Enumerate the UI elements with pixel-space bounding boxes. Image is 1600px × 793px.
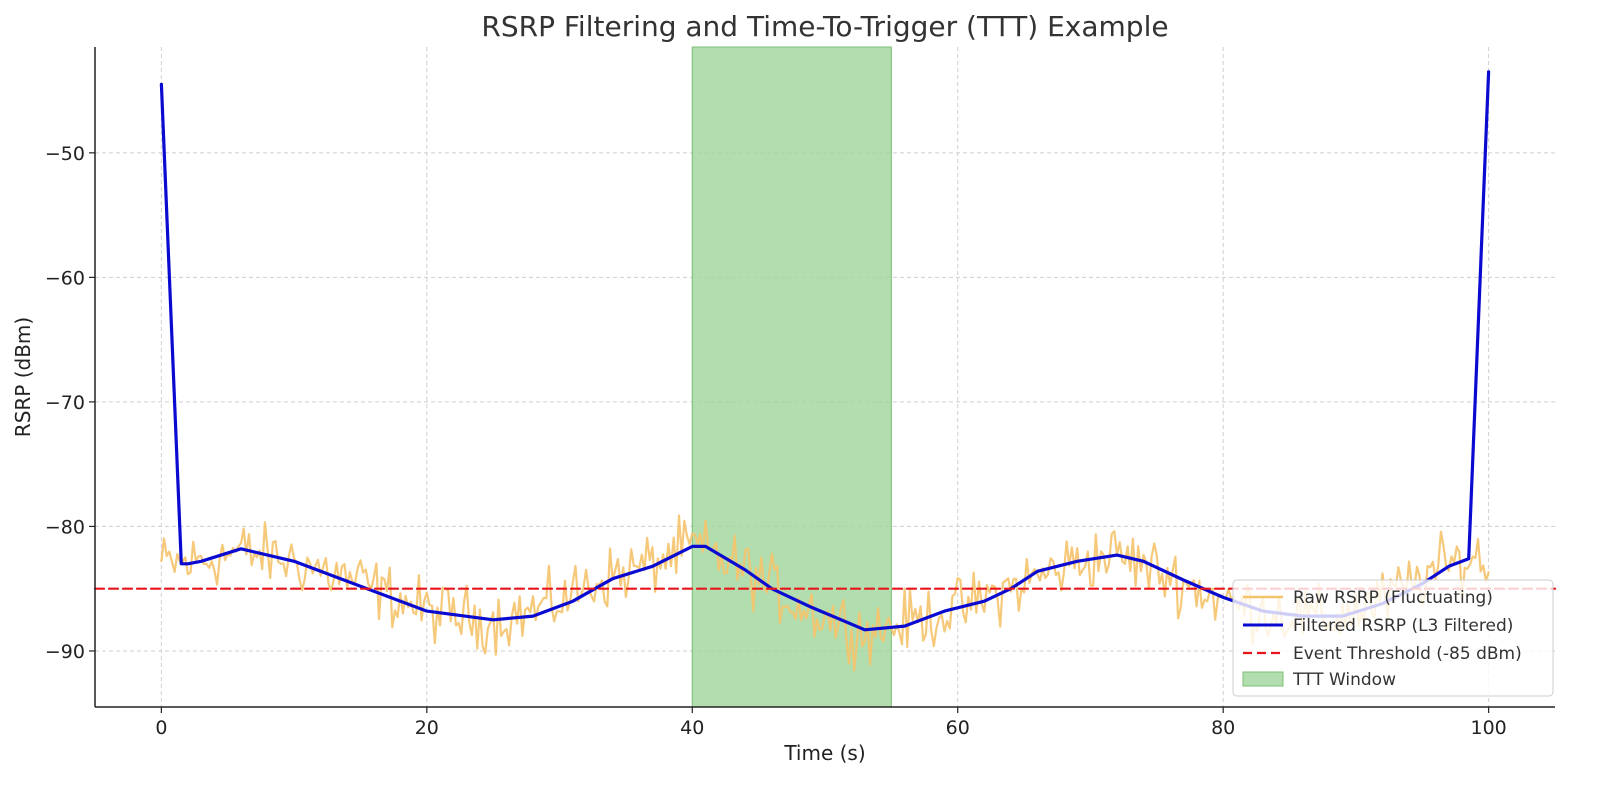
- y-tick-label: −70: [45, 392, 85, 414]
- x-tick-label: 40: [680, 717, 704, 739]
- axes: [89, 47, 1555, 713]
- x-tick-label: 0: [155, 717, 167, 739]
- legend-label-ttt: TTT Window: [1292, 670, 1396, 690]
- legend-label-raw: Raw RSRP (Fluctuating): [1293, 588, 1493, 608]
- y-tick-label: −60: [45, 267, 85, 289]
- y-tick-label: −80: [45, 516, 85, 538]
- x-axis-label: Time (s): [783, 741, 865, 765]
- legend-label-filtered: Filtered RSRP (L3 Filtered): [1293, 616, 1513, 636]
- tick-labels: 0 20 40 60 80 100 −90 −80 −70 −60 −50: [45, 143, 1507, 739]
- chart-title: RSRP Filtering and Time-To-Trigger (TTT)…: [481, 10, 1168, 43]
- x-tick-label: 100: [1471, 717, 1507, 739]
- ttt-window-band: [691, 46, 892, 708]
- legend: Raw RSRP (Fluctuating) Filtered RSRP (L3…: [1232, 579, 1554, 697]
- shaded-regions: [691, 46, 892, 708]
- x-tick-label: 20: [415, 717, 439, 739]
- legend-swatch-ttt: [1242, 671, 1284, 687]
- y-axis-label: RSRP (dBm): [11, 317, 35, 437]
- y-tick-label: −50: [45, 143, 85, 165]
- y-tick-label: −90: [45, 641, 85, 663]
- x-tick-label: 60: [946, 717, 970, 739]
- x-tick-label: 80: [1211, 717, 1235, 739]
- legend-box: [1232, 579, 1554, 697]
- legend-label-threshold: Event Threshold (-85 dBm): [1293, 644, 1522, 664]
